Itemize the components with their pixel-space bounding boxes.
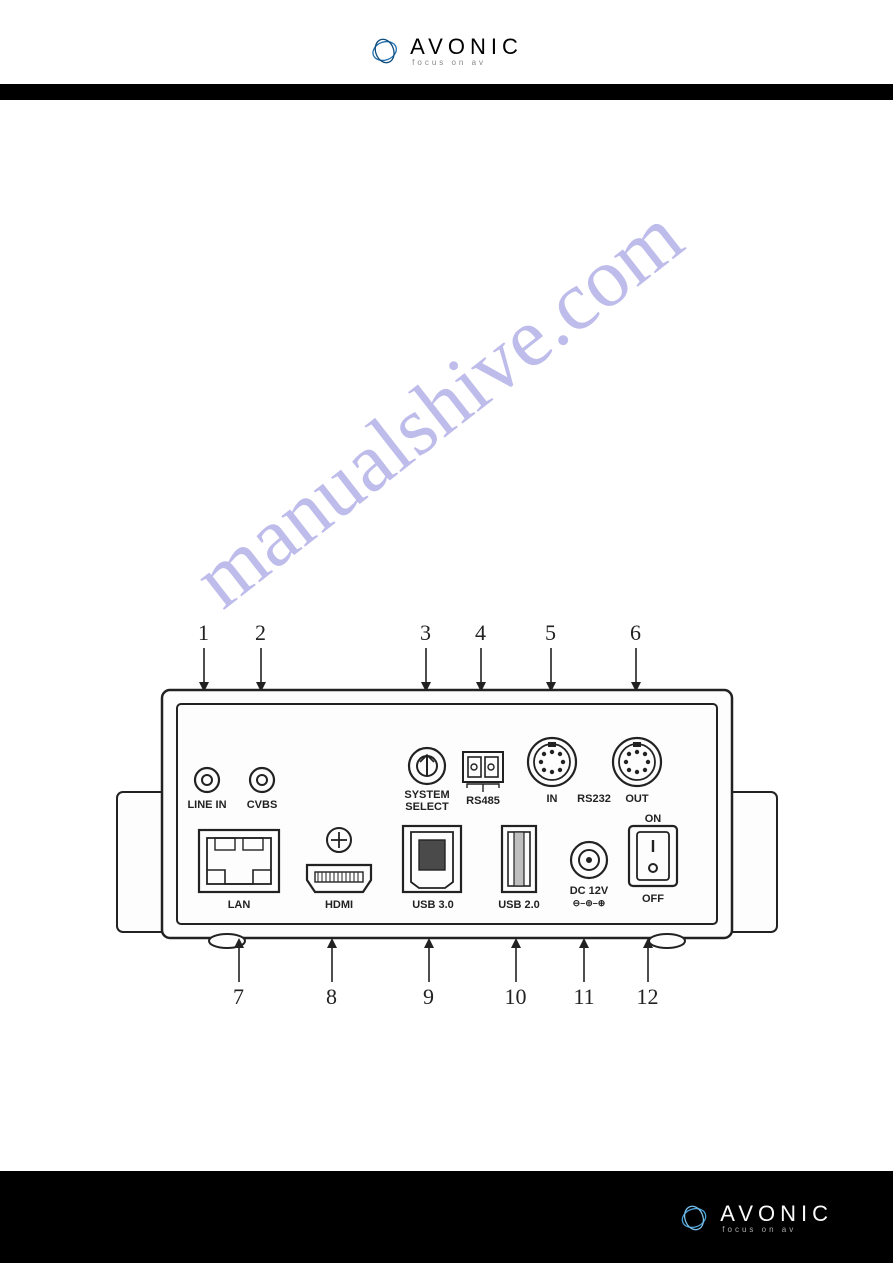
callout-10: 10 [505, 938, 527, 1010]
callout-number: 9 [423, 984, 434, 1010]
callout-number: 2 [255, 620, 266, 646]
callout-number: 8 [326, 984, 337, 1010]
arrow-up-icon [641, 938, 655, 982]
brand-name: AVONIC [410, 34, 523, 60]
brand-mark-icon [370, 37, 398, 65]
arrow-up-icon [325, 938, 339, 982]
label-cvbs: CVBS [246, 799, 277, 811]
brand-tagline: focus on av [412, 58, 486, 67]
header-divider [0, 84, 893, 100]
brand-name: AVONIC [720, 1201, 833, 1227]
svg-text:⊖–⊚–⊕: ⊖–⊚–⊕ [572, 898, 605, 908]
callout-number: 12 [637, 984, 659, 1010]
callout-7: 7 [232, 938, 246, 1010]
brand-tagline: focus on av [722, 1225, 796, 1234]
label-hdmi: HDMI [324, 899, 352, 911]
callout-number: 1 [198, 620, 209, 646]
callout-number: 10 [505, 984, 527, 1010]
callout-number: 11 [574, 984, 595, 1010]
callout-number: 5 [545, 620, 556, 646]
page: AVONIC focus on av manualshive.com 1 2 3… [0, 0, 893, 1263]
label-out: OUT [625, 793, 649, 805]
brand-logo-top: AVONIC focus on av [370, 34, 523, 67]
arrow-up-icon [577, 938, 591, 982]
brand-mark-icon [680, 1204, 708, 1232]
panel-svg: LINE IN CVBS SYSTEM SELECT RS485 [107, 680, 787, 990]
callout-number: 3 [420, 620, 431, 646]
label-on: ON [644, 813, 661, 825]
callout-number: 7 [233, 984, 244, 1010]
arrow-up-icon [422, 938, 436, 982]
callout-8: 8 [325, 938, 339, 1010]
label-lan: LAN [227, 899, 250, 911]
arrow-up-icon [232, 938, 246, 982]
label-system-select-2: SELECT [405, 801, 449, 813]
label-in: IN [546, 793, 557, 805]
label-dc12v: DC 12V [569, 885, 608, 897]
callout-12: 12 [637, 938, 659, 1010]
label-rs232: RS232 [577, 793, 611, 805]
brand-logo-bottom: AVONIC focus on av [680, 1201, 833, 1234]
arrow-up-icon [509, 938, 523, 982]
footer: AVONIC focus on av [0, 1171, 893, 1263]
callout-11: 11 [574, 938, 595, 1010]
label-off: OFF [642, 893, 664, 905]
watermark-text: manualshive.com [176, 169, 724, 627]
rear-panel-diagram: 1 2 3 4 5 6 [107, 620, 787, 1020]
callout-number: 4 [475, 620, 486, 646]
brand-text: AVONIC focus on av [410, 34, 523, 67]
callout-9: 9 [422, 938, 436, 1010]
callout-number: 6 [630, 620, 641, 646]
brand-text: AVONIC focus on av [720, 1201, 833, 1234]
label-rs485: RS485 [466, 795, 500, 807]
label-usb3: USB 3.0 [412, 899, 454, 911]
label-line-in: LINE IN [187, 799, 226, 811]
label-system-select-1: SYSTEM [404, 789, 449, 801]
label-usb2: USB 2.0 [498, 899, 540, 911]
header: AVONIC focus on av [0, 0, 893, 100]
